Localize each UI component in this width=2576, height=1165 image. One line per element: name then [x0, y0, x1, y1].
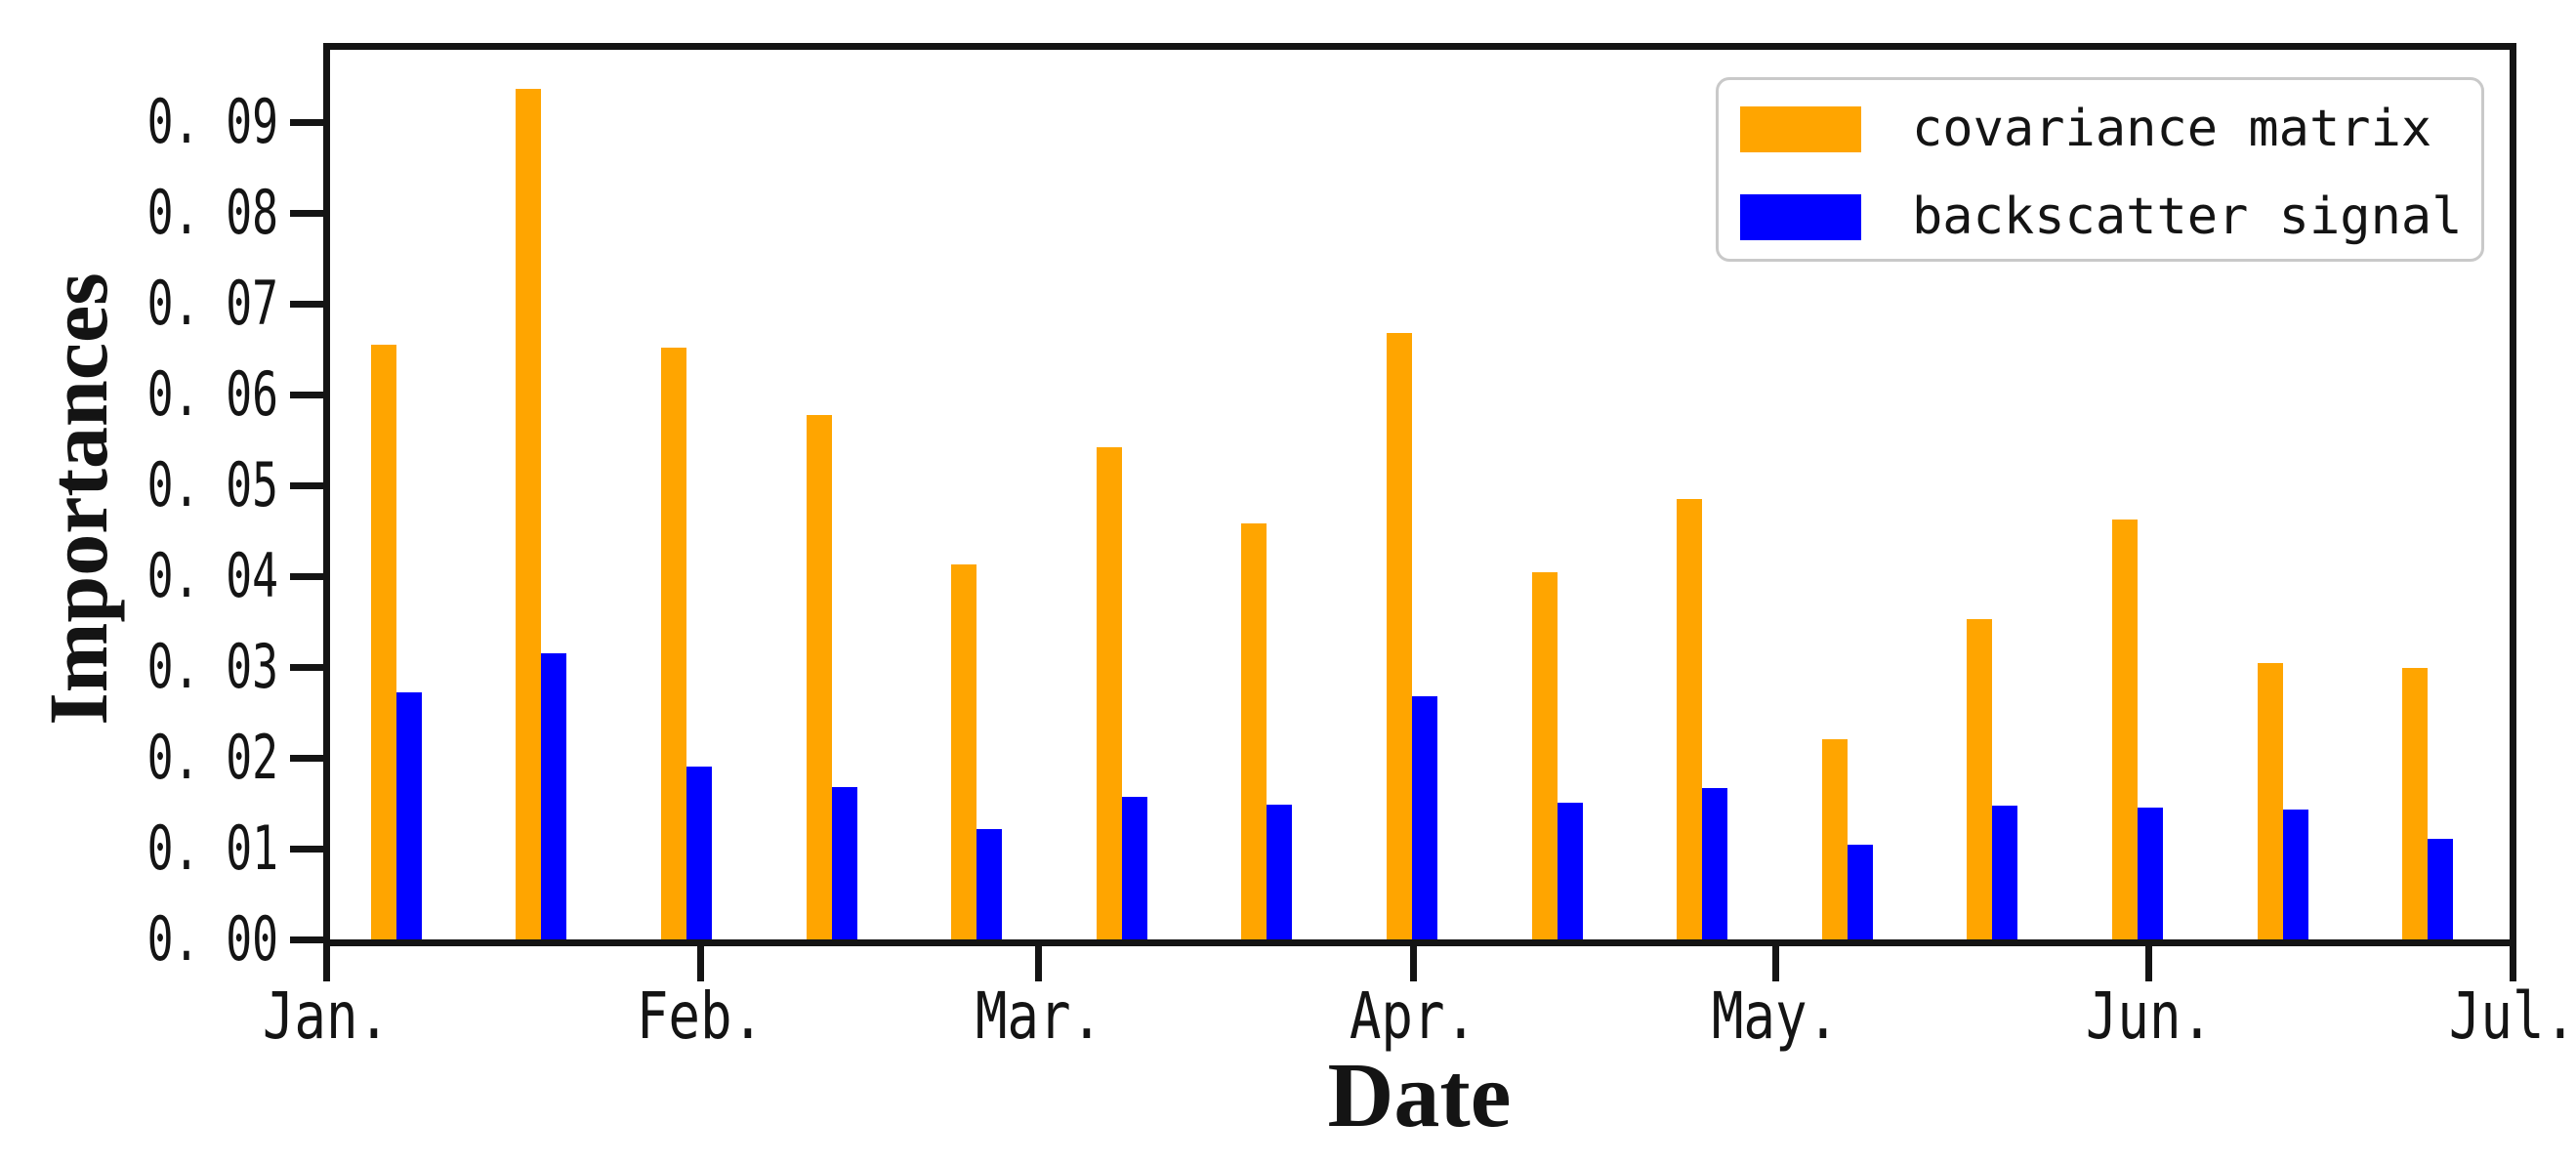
- legend-entry: covariance matrix: [1740, 104, 2452, 154]
- x-tick-mark: [1409, 942, 1417, 981]
- bar-covariance-matrix: [1241, 523, 1267, 939]
- x-axis-title: Date: [1327, 1045, 1512, 1146]
- x-tick-mark: [2509, 942, 2516, 981]
- bar-backscatter-signal: [1267, 805, 1293, 939]
- legend-label: backscatter signal: [1912, 187, 2463, 246]
- y-tick-mark: [290, 663, 326, 671]
- bar-covariance-matrix: [2402, 668, 2429, 939]
- x-tick-label: Jun.: [2085, 978, 2214, 1054]
- x-tick-label: Apr.: [1349, 978, 1477, 1054]
- y-tick-mark: [290, 481, 326, 489]
- bar-backscatter-signal: [831, 786, 857, 939]
- y-tick-mark: [290, 391, 326, 398]
- bar-covariance-matrix: [1821, 738, 1848, 939]
- legend-swatch-icon: [1740, 105, 1861, 152]
- legend-entry: backscatter signal: [1740, 191, 2463, 242]
- y-tick-label: 0. 09: [146, 86, 278, 158]
- y-tick-label: 0. 08: [146, 177, 278, 249]
- bar-backscatter-signal: [1992, 806, 2018, 939]
- y-tick-label: 0. 03: [146, 631, 278, 703]
- bar-backscatter-signal: [1121, 797, 1147, 939]
- y-tick-label: 0. 04: [146, 540, 278, 612]
- x-tick-label: Feb.: [636, 978, 765, 1054]
- x-tick-mark: [696, 942, 704, 981]
- bar-backscatter-signal: [976, 828, 1003, 939]
- y-tick-mark: [290, 754, 326, 762]
- legend: covariance matrix backscatter signal: [1716, 77, 2484, 262]
- y-tick-label: 0. 07: [146, 268, 278, 340]
- y-tick-label: 0. 00: [146, 903, 278, 975]
- bar-covariance-matrix: [1096, 447, 1122, 939]
- bar-backscatter-signal: [2138, 808, 2163, 939]
- bar-covariance-matrix: [516, 88, 542, 939]
- bar-covariance-matrix: [1967, 618, 1993, 939]
- y-tick-label: 0. 05: [146, 449, 278, 521]
- y-tick-mark: [290, 118, 326, 126]
- plot-area: [322, 43, 2516, 946]
- bar-backscatter-signal: [1847, 845, 1873, 939]
- bar-backscatter-signal: [686, 767, 712, 939]
- bar-covariance-matrix: [951, 564, 977, 939]
- x-tick-mark: [1771, 942, 1779, 981]
- y-tick-mark: [290, 209, 326, 217]
- bar-covariance-matrix: [2257, 663, 2283, 939]
- bar-backscatter-signal: [2282, 810, 2308, 939]
- bar-backscatter-signal: [541, 653, 567, 939]
- x-tick-mark: [1035, 942, 1043, 981]
- bar-covariance-matrix: [1677, 499, 1703, 939]
- x-tick-label: Jul.: [2448, 978, 2576, 1054]
- y-tick-mark: [290, 845, 326, 853]
- bar-backscatter-signal: [395, 692, 422, 939]
- bar-backscatter-signal: [1702, 787, 1728, 939]
- bar-covariance-matrix: [1387, 333, 1413, 939]
- x-tick-label: Jan.: [262, 978, 391, 1054]
- x-tick-mark: [2145, 942, 2153, 981]
- legend-label: covariance matrix: [1912, 100, 2432, 158]
- bar-covariance-matrix: [806, 414, 832, 939]
- bar-backscatter-signal: [1412, 695, 1438, 939]
- y-tick-mark: [290, 300, 326, 308]
- bar-backscatter-signal: [2428, 838, 2454, 939]
- y-tick-mark: [290, 936, 326, 943]
- bar-covariance-matrix: [370, 345, 396, 939]
- legend-swatch-icon: [1740, 193, 1861, 240]
- bar-backscatter-signal: [1557, 802, 1583, 939]
- bar-covariance-matrix: [660, 347, 686, 939]
- x-tick-label: Mar.: [975, 978, 1103, 1054]
- bar-covariance-matrix: [1531, 571, 1558, 939]
- x-tick-mark: [322, 942, 330, 981]
- x-tick-label: May.: [1711, 978, 1840, 1054]
- y-tick-mark: [290, 572, 326, 580]
- y-tick-label: 0. 06: [146, 358, 278, 431]
- y-tick-label: 0. 02: [146, 722, 278, 794]
- bar-covariance-matrix: [2112, 519, 2138, 939]
- y-tick-label: 0. 01: [146, 812, 278, 885]
